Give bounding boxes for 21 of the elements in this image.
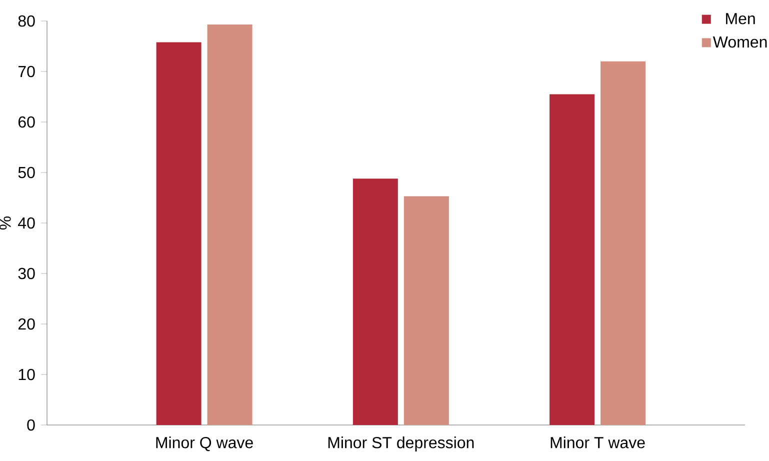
- legend-label: Women: [712, 36, 767, 48]
- y-tick-label: 0: [27, 419, 35, 431]
- x-tick-label: Minor ST depression: [328, 436, 474, 452]
- y-tick-label: 50: [18, 166, 35, 178]
- bar: [600, 61, 646, 425]
- x-tick-label: Minor T wave: [550, 436, 645, 448]
- y-tick-label: 70: [18, 66, 35, 78]
- y-tick-label: 10: [18, 368, 35, 380]
- y-axis-title: %: [0, 216, 11, 230]
- y-tick-label: 30: [18, 268, 35, 280]
- x-tick-label: Minor Q wave: [156, 436, 253, 452]
- bar: [352, 178, 398, 425]
- y-tick-label: 80: [18, 15, 35, 27]
- bar: [207, 24, 252, 425]
- bar: [404, 196, 449, 425]
- y-tick-label: 20: [18, 318, 35, 330]
- bar: [156, 42, 202, 425]
- bar: [550, 94, 595, 425]
- y-tick-label: 60: [18, 116, 35, 128]
- y-tick-label: 40: [18, 217, 35, 229]
- legend-label: Men: [726, 13, 755, 24]
